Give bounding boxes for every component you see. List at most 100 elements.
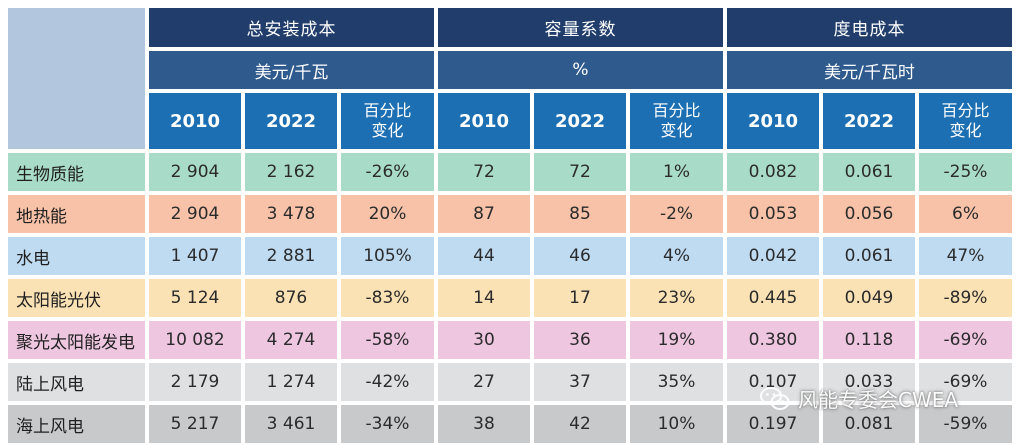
table-cell: 1 274 [245, 363, 337, 401]
row-label: 太阳能光伏 [8, 279, 145, 317]
table-row: 海上风电 5 217 3 461 -34% 38 42 10% 0.197 0.081 -59% [8, 405, 1012, 443]
table-cell: 0.042 [727, 237, 819, 275]
table-cell: 1% [630, 153, 723, 191]
table-cell: 5 217 [149, 405, 241, 443]
table-cell: 46 [534, 237, 626, 275]
table-cell: -42% [341, 363, 434, 401]
table-cell: 47% [919, 237, 1012, 275]
table-row: 太阳能光伏 5 124 876 -83% 14 17 23% 0.445 0.049 -89% [8, 279, 1012, 317]
table-cell: 0.118 [823, 321, 915, 359]
watermark-text: 风能专委会CWEA [798, 388, 959, 412]
table-cell: 72 [534, 153, 626, 191]
table-cell: 14 [438, 279, 530, 317]
header-year-row: 2010 2022 百分比 变化 2010 2022 百分比 变化 2010 202… [8, 93, 1012, 149]
table-cell: 35% [630, 363, 723, 401]
pct-change-line2: 变化 [660, 121, 693, 140]
table-cell: 19% [630, 321, 723, 359]
header-unit-row: 美元/千瓦 % 美元/千瓦时 [8, 51, 1012, 89]
table-cell: -25% [919, 153, 1012, 191]
table-cell: 0.445 [727, 279, 819, 317]
pct-change-header: 百分比 变化 [630, 93, 723, 149]
table-cell: 87 [438, 195, 530, 233]
table-cell: -59% [919, 405, 1012, 443]
table-cell: 44 [438, 237, 530, 275]
renewable-cost-table: 总安装成本 容量系数 度电成本 美元/千瓦 % 美元/千瓦时 2010 2022… [4, 4, 1016, 446]
pct-change-line2: 变化 [371, 121, 404, 140]
table-body: 生物质能 2 904 2 162 -26% 72 72 1% 0.082 0.061 -25% 地热… [8, 153, 1012, 443]
year-2010-header: 2010 [149, 93, 241, 149]
group-unit-capacity-factor: % [438, 51, 723, 89]
table-cell: 4% [630, 237, 723, 275]
table-cell: 876 [245, 279, 337, 317]
table-row: 生物质能 2 904 2 162 -26% 72 72 1% 0.082 0.061 -25% [8, 153, 1012, 191]
year-2010-header: 2010 [438, 93, 530, 149]
table-cell: 4 274 [245, 321, 337, 359]
table-cell: 1 407 [149, 237, 241, 275]
group-title-capacity-factor: 容量系数 [438, 8, 723, 47]
table-cell: -58% [341, 321, 434, 359]
table-cell: 0.061 [823, 237, 915, 275]
group-unit-install-cost: 美元/千瓦 [149, 51, 434, 89]
table-row: 水电 1 407 2 881 105% 44 46 4% 0.042 0.061 47% [8, 237, 1012, 275]
table-cell: 0.033 [823, 363, 915, 401]
table-cell: 2 881 [245, 237, 337, 275]
table-cell: -34% [341, 405, 434, 443]
table-row: 陆上风电 2 179 1 274 -42% 27 37 35% 0.107 0.033 -69% [8, 363, 1012, 401]
table-cell: 3 461 [245, 405, 337, 443]
table-cell: 27 [438, 363, 530, 401]
header-corner [8, 8, 145, 149]
table-cell: 3 478 [245, 195, 337, 233]
year-2022-header: 2022 [245, 93, 337, 149]
table-cell: 0.082 [727, 153, 819, 191]
table-cell: 2 904 [149, 153, 241, 191]
pct-change-line1: 百分比 [363, 101, 412, 120]
table-cell: -69% [919, 321, 1012, 359]
table-cell: 5 124 [149, 279, 241, 317]
table-cell: 17 [534, 279, 626, 317]
row-label: 海上风电 [8, 405, 145, 443]
table-cell: 6% [919, 195, 1012, 233]
year-2022-header: 2022 [823, 93, 915, 149]
table-cell: 105% [341, 237, 434, 275]
pct-change-line2: 变化 [949, 121, 982, 140]
table-cell: 37 [534, 363, 626, 401]
table-cell: 0.049 [823, 279, 915, 317]
table-cell: 10 082 [149, 321, 241, 359]
wechat-icon [760, 386, 790, 410]
pct-change-header: 百分比 变化 [341, 93, 434, 149]
row-label: 聚光太阳能发电 [8, 321, 145, 359]
row-label: 生物质能 [8, 153, 145, 191]
table-cell: 42 [534, 405, 626, 443]
year-2022-header: 2022 [534, 93, 626, 149]
header-group-row: 总安装成本 容量系数 度电成本 [8, 8, 1012, 149]
table-row: 地热能 2 904 3 478 20% 87 85 -2% 0.053 0.056 6% [8, 195, 1012, 233]
table-cell: -69% [919, 363, 1012, 401]
table-cell: 20% [341, 195, 434, 233]
pct-change-line1: 百分比 [652, 101, 701, 120]
pct-change-header: 百分比 变化 [919, 93, 1012, 149]
table-cell: 2 179 [149, 363, 241, 401]
table-cell: 0.197 [727, 405, 819, 443]
table-cell: -26% [341, 153, 434, 191]
group-title-install-cost: 总安装成本 [149, 8, 434, 47]
table-cell: 30 [438, 321, 530, 359]
table-cell: 85 [534, 195, 626, 233]
table-cell: 2 904 [149, 195, 241, 233]
table-cell: 10% [630, 405, 723, 443]
row-label: 地热能 [8, 195, 145, 233]
table-cell: -2% [630, 195, 723, 233]
table-cell: 0.061 [823, 153, 915, 191]
table-cell: 72 [438, 153, 530, 191]
table-cell: 0.053 [727, 195, 819, 233]
group-unit-lcoe: 美元/千瓦时 [727, 51, 1012, 89]
table-cell: -83% [341, 279, 434, 317]
pct-change-line1: 百分比 [941, 101, 990, 120]
table-cell: -89% [919, 279, 1012, 317]
table-cell: 0.056 [823, 195, 915, 233]
table-cell: 0.081 [823, 405, 915, 443]
row-label: 水电 [8, 237, 145, 275]
year-2010-header: 2010 [727, 93, 819, 149]
table-cell: 23% [630, 279, 723, 317]
table-cell: 36 [534, 321, 626, 359]
